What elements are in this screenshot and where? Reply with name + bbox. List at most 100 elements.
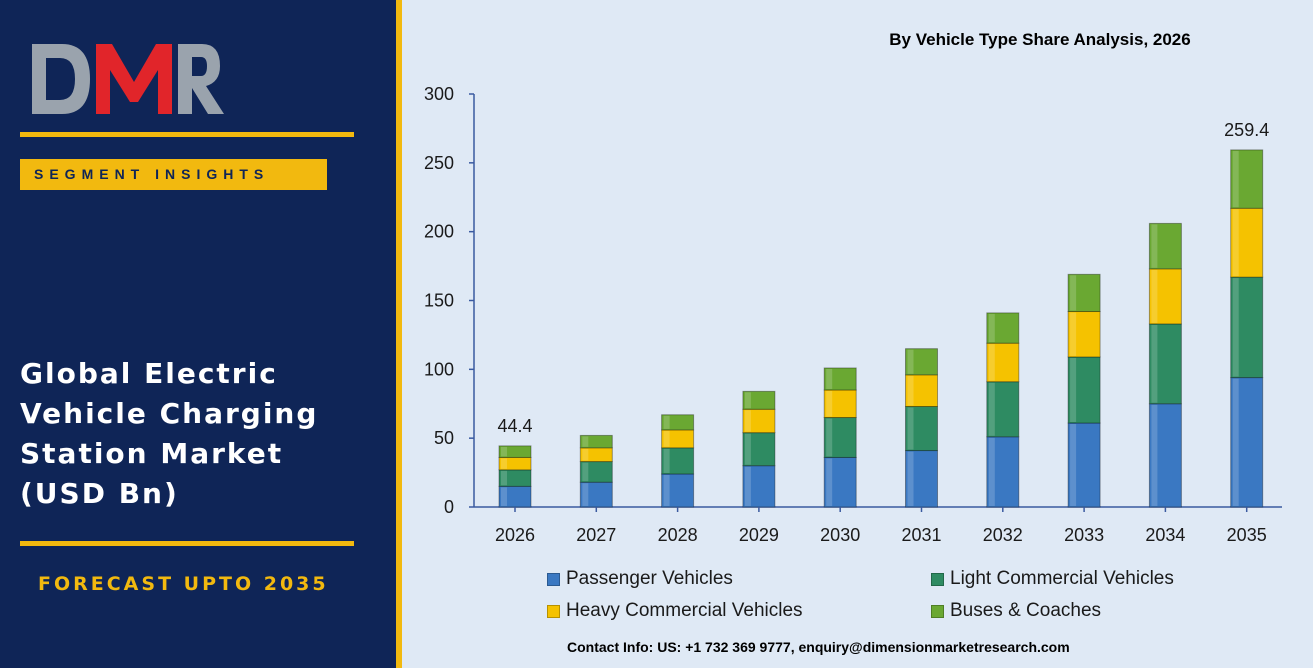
top-gold-rule bbox=[20, 132, 354, 137]
x-tick-label: 2034 bbox=[1145, 525, 1185, 545]
bar-segment-highlight bbox=[582, 436, 589, 447]
x-tick-label: 2033 bbox=[1064, 525, 1104, 545]
bar-segment-highlight bbox=[744, 410, 751, 432]
x-tick-label: 2032 bbox=[983, 525, 1023, 545]
legend-item-passenger-vehicles: Passenger Vehicles bbox=[547, 567, 733, 591]
bar-segment-highlight bbox=[1151, 269, 1158, 323]
y-tick-label: 0 bbox=[444, 497, 454, 517]
bar-segment-buses-coaches-2034 bbox=[1148, 222, 1182, 270]
forecast-label: FORECAST UPTO 2035 bbox=[38, 573, 329, 595]
bar-segment-highlight bbox=[1232, 209, 1239, 277]
stacked-bar-chart: 0 50 100 150 200 250 300 2026 2027 2028 2029 2030 20… bbox=[424, 84, 1282, 545]
x-tick-label: 2029 bbox=[739, 525, 779, 545]
x-tick-label: 2035 bbox=[1227, 525, 1267, 545]
legend-swatch-passenger-vehicles bbox=[547, 572, 560, 586]
bar-segment-highlight bbox=[988, 382, 995, 436]
bar-segment-highlight bbox=[501, 470, 507, 486]
x-tick-label: 2027 bbox=[576, 525, 616, 545]
legend-swatch-heavy-commercial-vehicles bbox=[547, 604, 560, 618]
y-tick-label: 300 bbox=[424, 84, 454, 104]
bar-segment-highlight bbox=[501, 487, 507, 506]
bar-segment-light-commercial-vehicles-2035 bbox=[1230, 276, 1264, 379]
dmr-logo bbox=[32, 44, 224, 114]
bar-segment-light-commercial-vehicles-2033 bbox=[1067, 356, 1101, 424]
bar-segment-highlight bbox=[501, 458, 507, 469]
legend-swatch-buses-coaches bbox=[931, 604, 944, 618]
legend-item-light-commercial-vehicles: Light Commercial Vehicles bbox=[931, 567, 1174, 591]
bar-segment-highlight bbox=[1070, 357, 1077, 423]
bar-segment-passenger-vehicles-2029 bbox=[742, 465, 776, 508]
bar-segment-highlight bbox=[663, 415, 670, 429]
bar-segment-highlight bbox=[988, 313, 995, 343]
bar-segment-light-commercial-vehicles-2032 bbox=[986, 381, 1020, 438]
logo-letter-m bbox=[96, 44, 172, 114]
bar-segment-highlight bbox=[501, 446, 507, 457]
x-tick-label: 2026 bbox=[495, 525, 535, 545]
bar-segment-highlight bbox=[582, 448, 589, 461]
y-tick-label: 250 bbox=[424, 153, 454, 173]
bar-segment-highlight bbox=[826, 418, 833, 457]
bar-segment-heavy-commercial-vehicles-2034 bbox=[1148, 268, 1182, 325]
bar-segment-highlight bbox=[826, 458, 833, 506]
x-tick-label: 2031 bbox=[901, 525, 941, 545]
bar-segment-heavy-commercial-vehicles-2031 bbox=[905, 374, 938, 408]
bar-segment-highlight bbox=[988, 437, 995, 506]
bar-segment-passenger-vehicles-2035 bbox=[1230, 377, 1264, 508]
bar-segment-highlight bbox=[663, 448, 670, 473]
bar-segment-heavy-commercial-vehicles-2032 bbox=[986, 342, 1020, 383]
bar-segment-highlight bbox=[663, 430, 670, 447]
chart-legend: Passenger Vehicles Light Commercial Vehi… bbox=[547, 567, 1247, 627]
legend-label: Passenger Vehicles bbox=[566, 568, 733, 589]
y-tick-label: 200 bbox=[424, 222, 454, 242]
bar-segment-buses-coaches-2029 bbox=[742, 390, 776, 410]
data-label-2035: 259.4 bbox=[1224, 120, 1269, 140]
segment-insights-badge: SEGMENT INSIGHTS bbox=[20, 159, 327, 190]
bar-segment-highlight bbox=[1232, 378, 1239, 506]
bar-segment-buses-coaches-2033 bbox=[1067, 273, 1101, 313]
chart-title: By Vehicle Type Share Analysis, 2026 bbox=[889, 30, 1191, 49]
y-tick-label: 100 bbox=[424, 359, 454, 379]
legend-label: Light Commercial Vehicles bbox=[950, 568, 1174, 589]
bar-segment-highlight bbox=[582, 483, 589, 506]
bar-segment-highlight bbox=[907, 375, 914, 406]
bar-segment-highlight bbox=[1151, 224, 1158, 268]
x-tick-label: 2030 bbox=[820, 525, 860, 545]
bar-segment-highlight bbox=[1151, 404, 1158, 506]
y-tick-label: 50 bbox=[434, 428, 454, 448]
bar-segment-highlight bbox=[907, 349, 914, 374]
bar-segment-highlight bbox=[1232, 278, 1239, 377]
bar-segment-highlight bbox=[1070, 424, 1077, 506]
bar-segment-highlight bbox=[744, 392, 751, 409]
bar-segment-highlight bbox=[663, 474, 670, 506]
bar-segment-buses-coaches-2028 bbox=[661, 414, 695, 431]
legend-item-buses-coaches: Buses & Coaches bbox=[931, 599, 1101, 623]
bar-segment-buses-coaches-2032 bbox=[986, 312, 1020, 344]
y-tick-label: 150 bbox=[424, 291, 454, 311]
bar-segment-highlight bbox=[826, 390, 833, 417]
bottom-gold-rule bbox=[20, 541, 354, 546]
logo-letter-r bbox=[178, 44, 224, 114]
bar-segment-highlight bbox=[1070, 275, 1077, 311]
bar-segment-passenger-vehicles-2033 bbox=[1067, 422, 1101, 508]
bar-segment-passenger-vehicles-2034 bbox=[1148, 403, 1182, 508]
bar-segment-highlight bbox=[1070, 312, 1077, 356]
panel-divider bbox=[396, 0, 402, 668]
bar-segment-highlight bbox=[744, 466, 751, 506]
bar-segment-highlight bbox=[907, 407, 914, 450]
bar-segment-highlight bbox=[1232, 150, 1239, 208]
bar-segment-highlight bbox=[1151, 324, 1158, 403]
bar-segment-light-commercial-vehicles-2031 bbox=[905, 406, 938, 452]
bar-segment-buses-coaches-2035 bbox=[1230, 149, 1264, 209]
legend-label: Heavy Commercial Vehicles bbox=[566, 600, 803, 621]
bar-segment-light-commercial-vehicles-2030 bbox=[823, 417, 857, 458]
bar-segment-buses-coaches-2030 bbox=[823, 367, 857, 391]
bar-segment-heavy-commercial-vehicles-2035 bbox=[1230, 207, 1264, 278]
legend-item-heavy-commercial-vehicles: Heavy Commercial Vehicles bbox=[547, 599, 803, 623]
contact-info: Contact Info: US: +1 732 369 9777, enqui… bbox=[567, 639, 1070, 655]
bar-segment-light-commercial-vehicles-2028 bbox=[661, 447, 695, 475]
bar-segment-buses-coaches-2031 bbox=[905, 348, 938, 376]
x-tick-label: 2028 bbox=[658, 525, 698, 545]
bar-segment-highlight bbox=[744, 433, 751, 465]
bar-segment-passenger-vehicles-2031 bbox=[905, 450, 938, 508]
bar-segment-light-commercial-vehicles-2034 bbox=[1148, 323, 1182, 405]
